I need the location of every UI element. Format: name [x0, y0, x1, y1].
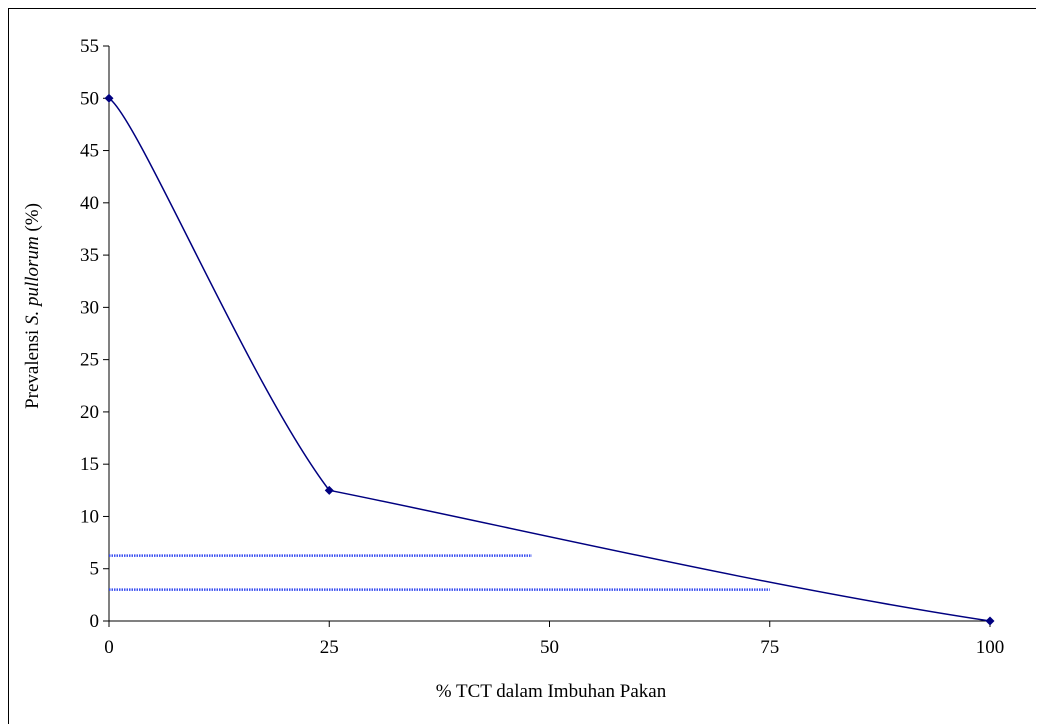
x-tick-label: 0 [104, 637, 114, 658]
x-tick-label: 25 [320, 637, 339, 658]
y-tick-label: 0 [90, 611, 100, 632]
y-axis-title-prefix: Prevalensi [22, 325, 43, 409]
y-tick-label: 10 [80, 506, 99, 527]
y-tick-label: 15 [80, 454, 99, 475]
y-tick-label: 20 [80, 402, 99, 423]
series-line [108, 97, 991, 622]
y-tick-label: 5 [90, 559, 100, 580]
x-tick-label: 75 [760, 637, 779, 658]
y-tick-label: 30 [80, 297, 99, 318]
y-tick-label: 40 [80, 193, 99, 214]
reference-lines [109, 554, 770, 591]
data-point [985, 616, 995, 626]
data-point [324, 485, 334, 495]
y-tick-label: 25 [80, 350, 99, 371]
y-axis-title: Prevalensi S. pullorum (%) [22, 203, 43, 409]
y-tick-label: 35 [80, 245, 99, 266]
x-axis-title: % TCT dalam Imbuhan Pakan [436, 681, 667, 702]
y-tick-label: 45 [80, 141, 99, 162]
chart-frame [8, 8, 1036, 724]
y-tick-label: 50 [80, 88, 99, 109]
axes: 0 5 10 15 20 25 30 35 40 45 50 55 0 25 50 75 100 [80, 36, 1004, 658]
data-point [104, 93, 114, 103]
x-tick-label: 100 [976, 637, 1005, 658]
x-tick-label: 50 [540, 637, 559, 658]
series-group [104, 93, 995, 626]
y-tick-label: 55 [80, 36, 99, 57]
y-axis-title-suffix: (%) [22, 203, 43, 236]
y-axis-title-italic: S. pullorum [22, 236, 43, 325]
